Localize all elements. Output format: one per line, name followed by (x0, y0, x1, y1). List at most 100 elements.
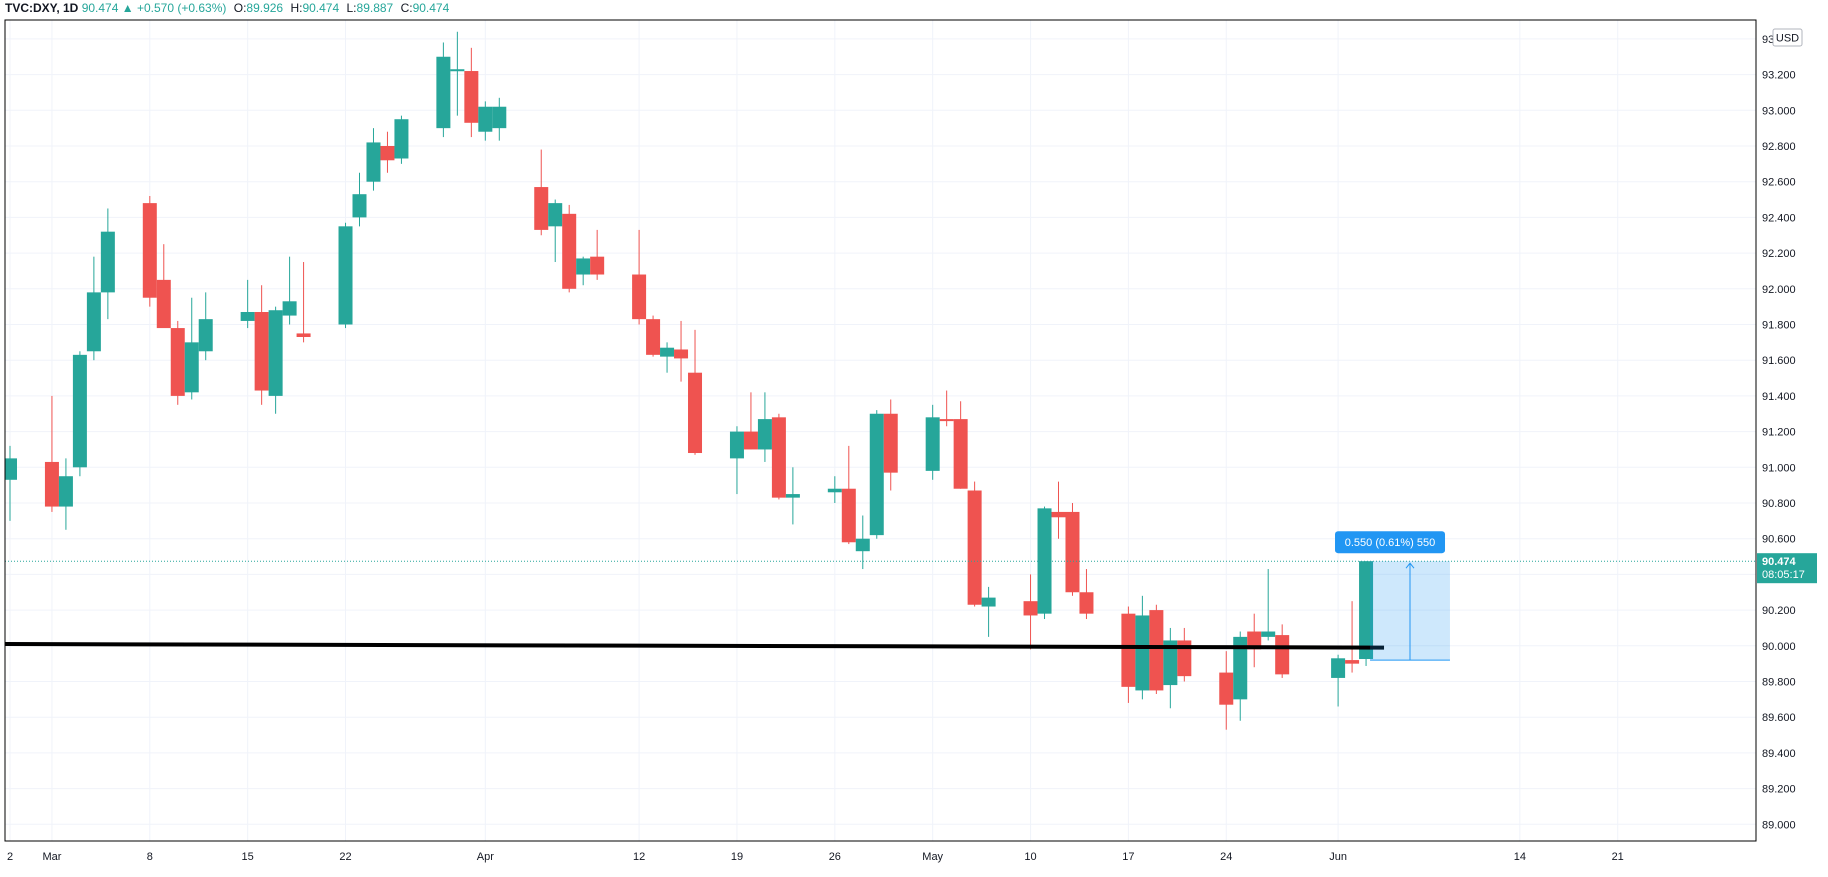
low-value: 89.887 (356, 1, 394, 15)
candle-body (1051, 511, 1066, 518)
x-tick-label: 17 (1122, 851, 1134, 863)
candle-body (841, 488, 856, 543)
x-tick-label: 19 (731, 851, 743, 863)
candle-body (1135, 615, 1150, 691)
x-tick-label: 26 (829, 851, 841, 863)
candle-body (855, 538, 870, 552)
candle-body (688, 372, 703, 454)
countdown-timer: 08:05:17 (1762, 569, 1805, 581)
candle-body (953, 419, 968, 489)
candle-body (282, 301, 297, 316)
candlestick-series (0, 31, 1374, 730)
candle-body (254, 312, 269, 391)
candle-body (86, 292, 101, 352)
y-tick-label: 91.200 (1762, 427, 1796, 439)
candle-body (0, 491, 3, 623)
candle-body (338, 226, 353, 325)
candle-body (1233, 636, 1248, 700)
x-tick-label: 8 (147, 851, 153, 863)
candle-body (981, 597, 996, 607)
x-tick-label: Mar (42, 851, 61, 863)
symbol-name[interactable]: TVC:DXY, 1D (5, 1, 79, 15)
y-tick-label: 92.600 (1762, 177, 1796, 189)
candle-body (1079, 592, 1094, 614)
currency-box[interactable]: USD (1772, 28, 1803, 47)
candle-body (450, 69, 465, 72)
candle-body (464, 71, 479, 123)
x-tick-label: 14 (1514, 851, 1526, 863)
x-tick-label: 2 (7, 851, 13, 863)
measure-label: 0.550 (0.61%) 550 (1335, 531, 1446, 554)
time-axis[interactable]: 2 Mar 8 15 22 Apr 12 19 26 May 10 17 24 Jun 14 21 (7, 851, 1624, 863)
candle-body (1177, 640, 1192, 677)
candle-body (660, 347, 675, 357)
candle-body (1065, 511, 1080, 593)
candle-body (590, 256, 605, 275)
plot-border (4, 19, 1757, 842)
y-tick-label: 93.000 (1762, 105, 1796, 117)
y-tick-label: 91.800 (1762, 320, 1796, 332)
candle-body (1121, 613, 1136, 687)
candle-body (5, 458, 17, 480)
x-tick-label: 24 (1220, 851, 1232, 863)
candle-body (1247, 631, 1262, 650)
candle-body (967, 490, 982, 605)
candle-body (352, 194, 367, 218)
candle-body (1023, 601, 1038, 616)
x-tick-label: 22 (339, 851, 351, 863)
candle-body (771, 417, 786, 498)
candle-body (240, 312, 255, 321)
y-tick-label: 89.800 (1762, 677, 1796, 689)
y-tick-label: 92.200 (1762, 248, 1796, 260)
x-tick-label: Apr (477, 851, 494, 863)
candle-body (1163, 640, 1178, 686)
candle-body (1345, 660, 1360, 664)
candle-body (925, 417, 940, 471)
candle-body (785, 494, 800, 498)
last-price: 90.474 (81, 1, 119, 15)
candle-body (729, 431, 744, 459)
support-trendline (4, 642, 1385, 650)
price-axis[interactable]: 93.40093.20093.00092.80092.60092.40092.2… (1757, 34, 1817, 831)
y-tick-label: 90.800 (1762, 498, 1796, 510)
y-tick-label: 91.000 (1762, 462, 1796, 474)
candle-body (674, 349, 689, 359)
candle-body (576, 258, 591, 275)
y-tick-label: 91.600 (1762, 355, 1796, 367)
x-tick-label: 15 (242, 851, 254, 863)
candle-body (827, 488, 842, 493)
candle-body (1219, 672, 1234, 705)
x-tick-label: 21 (1612, 851, 1624, 863)
up-arrow-icon: ▲ (121, 1, 134, 15)
price-change: +0.570 (+0.63%) (136, 1, 227, 15)
measure-label-text: 0.550 (0.61%) 550 (1345, 537, 1436, 549)
candle-body (1359, 561, 1374, 660)
candle-body (492, 106, 507, 129)
y-tick-label: 89.000 (1762, 819, 1796, 831)
candle-body (743, 431, 758, 450)
currency-label: USD (1776, 33, 1799, 45)
candle-body (939, 419, 954, 422)
candle-body (268, 310, 283, 396)
candle-body (1037, 508, 1052, 614)
candle-body (198, 319, 213, 352)
candle-body (1331, 658, 1346, 678)
x-tick-label: Jun (1329, 851, 1347, 863)
high-value: 90.474 (302, 1, 340, 15)
drawing-overlays: 0.550 (0.61%) 550 (4, 531, 1756, 661)
candle-body (646, 319, 661, 355)
candle-body (58, 476, 73, 507)
measure-label-bg (1335, 531, 1446, 554)
candle-body (478, 106, 493, 132)
candle-body (883, 413, 898, 473)
candle-body (170, 328, 185, 396)
candle-body (869, 413, 884, 536)
candle-body (142, 203, 157, 298)
candle-body (296, 333, 311, 337)
y-tick-label: 89.600 (1762, 712, 1796, 724)
candle-body (1275, 635, 1290, 675)
last-price-tag-value: 90.474 (1762, 556, 1797, 568)
low-label: L: (346, 1, 357, 15)
